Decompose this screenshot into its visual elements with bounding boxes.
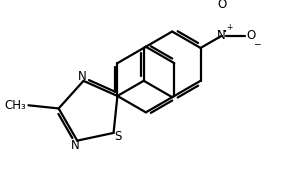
Text: S: S [114, 130, 121, 143]
Text: N: N [71, 139, 80, 152]
Text: O: O [246, 29, 256, 42]
Text: CH₃: CH₃ [4, 99, 26, 112]
Text: N: N [78, 70, 87, 83]
Text: +: + [226, 23, 232, 32]
Text: −: − [253, 39, 261, 48]
Text: N: N [217, 29, 226, 42]
Text: O: O [217, 0, 226, 11]
